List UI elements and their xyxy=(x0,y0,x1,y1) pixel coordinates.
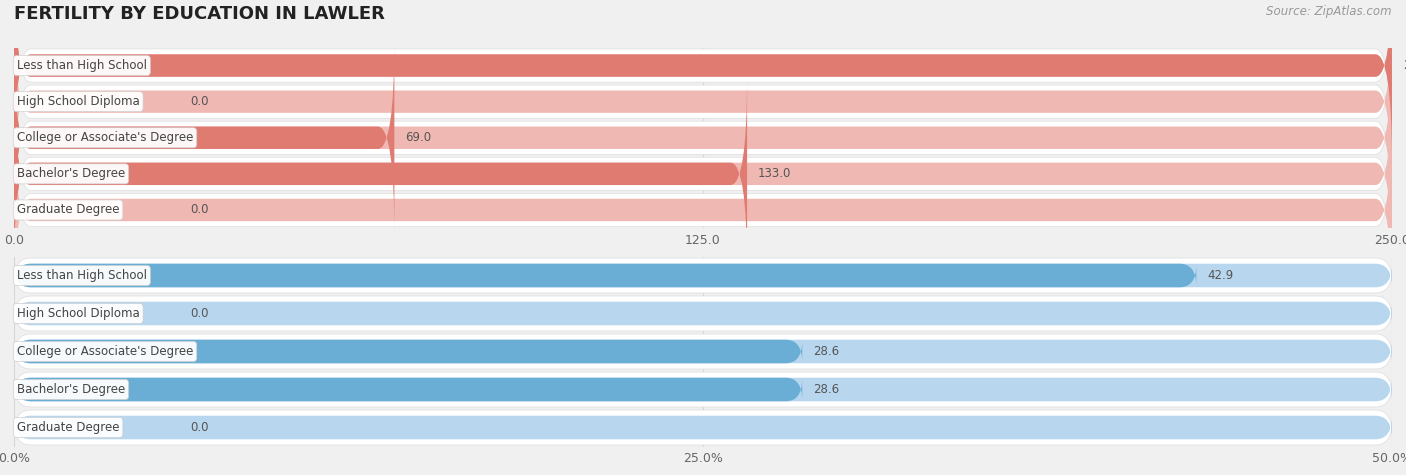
FancyBboxPatch shape xyxy=(14,118,1392,302)
Text: Source: ZipAtlas.com: Source: ZipAtlas.com xyxy=(1267,5,1392,18)
Text: Bachelor's Degree: Bachelor's Degree xyxy=(17,383,125,396)
FancyBboxPatch shape xyxy=(14,334,1392,369)
Text: College or Associate's Degree: College or Associate's Degree xyxy=(17,131,193,144)
FancyBboxPatch shape xyxy=(14,372,1392,407)
Text: Graduate Degree: Graduate Degree xyxy=(17,421,120,434)
FancyBboxPatch shape xyxy=(14,41,1392,235)
Text: High School Diploma: High School Diploma xyxy=(17,307,139,320)
FancyBboxPatch shape xyxy=(14,5,1392,199)
FancyBboxPatch shape xyxy=(14,296,1392,331)
FancyBboxPatch shape xyxy=(14,0,1392,162)
FancyBboxPatch shape xyxy=(14,10,1392,193)
FancyBboxPatch shape xyxy=(14,46,1392,229)
FancyBboxPatch shape xyxy=(14,113,1392,307)
Text: High School Diploma: High School Diploma xyxy=(17,95,139,108)
Text: Less than High School: Less than High School xyxy=(17,59,146,72)
Text: 28.6: 28.6 xyxy=(813,383,839,396)
Text: 0.0: 0.0 xyxy=(190,421,209,434)
Text: 250.0: 250.0 xyxy=(1403,59,1406,72)
FancyBboxPatch shape xyxy=(14,340,1392,363)
FancyBboxPatch shape xyxy=(14,41,394,235)
FancyBboxPatch shape xyxy=(14,264,1392,287)
Text: Graduate Degree: Graduate Degree xyxy=(17,203,120,217)
FancyBboxPatch shape xyxy=(14,77,1392,271)
Text: 0.0: 0.0 xyxy=(190,203,209,217)
Text: College or Associate's Degree: College or Associate's Degree xyxy=(17,345,193,358)
FancyBboxPatch shape xyxy=(14,0,1392,162)
Text: 0.0: 0.0 xyxy=(190,307,209,320)
Text: Less than High School: Less than High School xyxy=(17,269,146,282)
Text: 42.9: 42.9 xyxy=(1208,269,1233,282)
Text: 28.6: 28.6 xyxy=(813,345,839,358)
FancyBboxPatch shape xyxy=(14,416,1392,439)
FancyBboxPatch shape xyxy=(14,302,1392,325)
Text: 0.0: 0.0 xyxy=(190,95,209,108)
Text: 133.0: 133.0 xyxy=(758,167,792,180)
FancyBboxPatch shape xyxy=(14,0,1392,157)
FancyBboxPatch shape xyxy=(14,378,1392,401)
FancyBboxPatch shape xyxy=(14,77,747,271)
Text: Bachelor's Degree: Bachelor's Degree xyxy=(17,167,125,180)
FancyBboxPatch shape xyxy=(14,82,1392,266)
FancyBboxPatch shape xyxy=(14,258,1392,293)
Text: 69.0: 69.0 xyxy=(405,131,432,144)
FancyBboxPatch shape xyxy=(14,264,1197,287)
FancyBboxPatch shape xyxy=(14,340,803,363)
FancyBboxPatch shape xyxy=(14,410,1392,445)
Text: FERTILITY BY EDUCATION IN LAWLER: FERTILITY BY EDUCATION IN LAWLER xyxy=(14,5,385,23)
FancyBboxPatch shape xyxy=(14,378,803,401)
